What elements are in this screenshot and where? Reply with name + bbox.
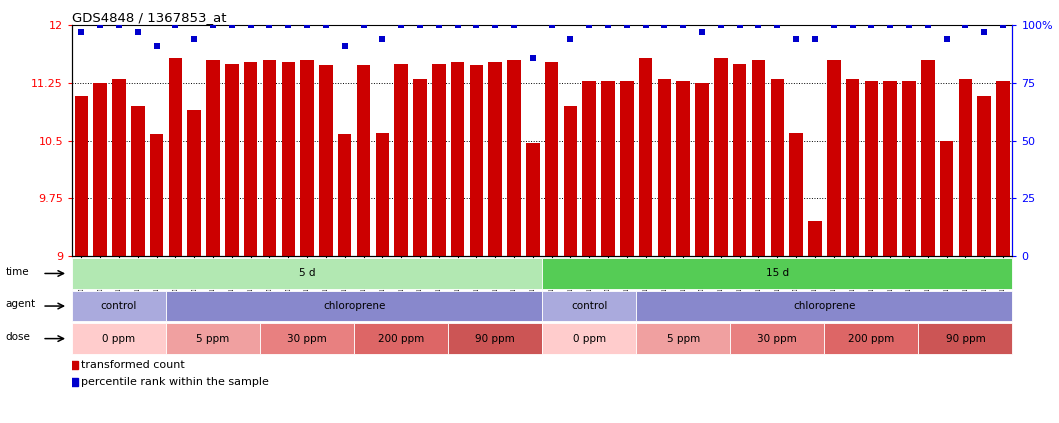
Bar — [74, 96, 88, 256]
Bar — [939, 141, 953, 256]
Bar — [226, 64, 238, 256]
Bar — [808, 221, 822, 256]
Bar — [263, 60, 276, 256]
Bar — [507, 60, 521, 256]
Bar — [150, 135, 163, 256]
Text: 200 ppm: 200 ppm — [848, 334, 895, 343]
Bar — [958, 79, 972, 256]
Text: 90 ppm: 90 ppm — [475, 334, 515, 343]
Bar — [112, 79, 126, 256]
Bar — [639, 58, 652, 256]
Bar — [187, 110, 201, 256]
Text: control: control — [101, 301, 138, 311]
Text: chloroprene: chloroprene — [323, 301, 385, 311]
Bar — [733, 64, 747, 256]
Bar — [413, 79, 427, 256]
Bar — [902, 81, 916, 256]
Bar — [752, 60, 766, 256]
Bar — [451, 62, 464, 256]
Text: 90 ppm: 90 ppm — [946, 334, 985, 343]
Bar — [864, 81, 878, 256]
Bar — [582, 81, 596, 256]
Bar — [526, 143, 540, 256]
Bar — [696, 83, 708, 256]
Bar — [131, 106, 145, 256]
Bar — [376, 133, 389, 256]
Bar — [997, 81, 1010, 256]
Text: control: control — [571, 301, 608, 311]
Bar — [207, 60, 220, 256]
Bar — [846, 79, 859, 256]
Text: transformed count: transformed count — [80, 360, 184, 370]
Bar — [93, 83, 107, 256]
Bar — [544, 62, 558, 256]
Bar — [168, 58, 182, 256]
Text: 0 ppm: 0 ppm — [103, 334, 136, 343]
Bar — [563, 106, 577, 256]
Bar — [789, 133, 803, 256]
Text: 0 ppm: 0 ppm — [573, 334, 606, 343]
Bar — [921, 60, 934, 256]
Bar — [488, 62, 502, 256]
Text: GDS4848 / 1367853_at: GDS4848 / 1367853_at — [72, 11, 227, 24]
Bar — [677, 81, 690, 256]
Text: chloroprene: chloroprene — [793, 301, 856, 311]
Bar — [658, 79, 671, 256]
Bar — [469, 65, 483, 256]
Bar — [714, 58, 728, 256]
Text: 200 ppm: 200 ppm — [378, 334, 425, 343]
Text: 30 ppm: 30 ppm — [287, 334, 327, 343]
Text: time: time — [5, 267, 29, 277]
Bar — [394, 64, 408, 256]
Bar — [357, 65, 371, 256]
Bar — [827, 60, 841, 256]
Bar — [883, 81, 897, 256]
Bar — [977, 96, 991, 256]
Bar — [301, 60, 313, 256]
Text: percentile rank within the sample: percentile rank within the sample — [80, 376, 269, 387]
Text: 30 ppm: 30 ppm — [757, 334, 797, 343]
Bar — [771, 79, 784, 256]
Text: 15 d: 15 d — [766, 269, 789, 278]
Text: agent: agent — [5, 299, 35, 310]
Bar — [319, 65, 333, 256]
Bar — [602, 81, 615, 256]
Text: 5 ppm: 5 ppm — [197, 334, 230, 343]
Text: 5 ppm: 5 ppm — [667, 334, 700, 343]
Text: 5 d: 5 d — [299, 269, 316, 278]
Bar — [282, 62, 295, 256]
Bar — [338, 135, 352, 256]
Bar — [244, 62, 257, 256]
Bar — [432, 64, 446, 256]
Text: dose: dose — [5, 332, 31, 342]
Bar — [621, 81, 633, 256]
